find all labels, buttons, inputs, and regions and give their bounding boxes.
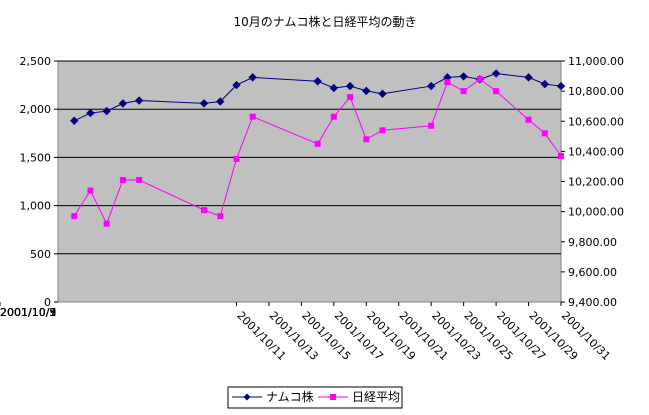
right-axis-ticks: 9,400.00 9,600.00 9,800.00 10,000.00 10,200.… bbox=[561, 55, 624, 309]
left-tick-label: 1,500 bbox=[20, 151, 52, 164]
data-point bbox=[102, 106, 111, 116]
data-point bbox=[103, 220, 110, 227]
data-point bbox=[556, 81, 566, 91]
data-point bbox=[524, 73, 533, 82]
legend: ナムコ株 日経平均 bbox=[227, 386, 403, 409]
series-layer bbox=[70, 69, 566, 227]
data-point bbox=[248, 73, 257, 82]
right-tick-label: 9,400.00 bbox=[568, 296, 617, 309]
plot-area bbox=[57, 60, 562, 303]
left-tick-label: 0 bbox=[44, 296, 51, 309]
data-point bbox=[491, 69, 501, 78]
data-point bbox=[134, 96, 144, 105]
legend-label: 日経平均 bbox=[352, 390, 400, 404]
x-tick-label: 2001/10/5 bbox=[0, 306, 56, 319]
data-point bbox=[363, 136, 370, 143]
data-point bbox=[362, 86, 371, 96]
data-point bbox=[444, 79, 451, 86]
data-point bbox=[217, 213, 224, 220]
series-line bbox=[74, 73, 562, 122]
data-point bbox=[71, 213, 78, 220]
right-tick-label: 10,000.00 bbox=[568, 206, 624, 219]
data-point bbox=[428, 122, 435, 129]
x-axis-ticks: 2001/10/12001/10/32001/10/52001/10/72001… bbox=[0, 302, 613, 363]
right-tick-label: 9,800.00 bbox=[568, 236, 617, 249]
left-tick-label: 1,000 bbox=[20, 200, 52, 213]
series-line bbox=[73, 78, 562, 225]
data-point bbox=[540, 79, 549, 89]
x-tick-label: 2001/10/9 bbox=[0, 306, 56, 319]
data-point bbox=[87, 187, 94, 194]
gridlines bbox=[58, 60, 561, 255]
data-point bbox=[476, 76, 483, 83]
right-tick-label: 9,600.00 bbox=[568, 266, 617, 279]
data-point bbox=[378, 89, 387, 98]
data-point bbox=[379, 127, 386, 134]
series-nikkei bbox=[71, 76, 564, 227]
right-tick-label: 11,000.00 bbox=[568, 55, 624, 68]
x-tick-label: 2001/10/7 bbox=[0, 306, 56, 319]
data-point bbox=[201, 207, 208, 214]
legend-box bbox=[227, 386, 403, 409]
data-point bbox=[347, 94, 354, 101]
data-point bbox=[330, 113, 337, 120]
data-point bbox=[233, 155, 240, 162]
data-point bbox=[493, 88, 500, 95]
data-point bbox=[119, 176, 126, 183]
data-point bbox=[118, 99, 128, 108]
x-tick-label: 2001/10/3 bbox=[0, 306, 56, 319]
data-point bbox=[558, 152, 564, 159]
data-point bbox=[232, 80, 241, 90]
legend-label: ナムコ株 bbox=[266, 389, 314, 404]
data-point bbox=[216, 97, 225, 106]
left-tick-label: 2,000 bbox=[20, 103, 52, 116]
data-point bbox=[86, 108, 95, 118]
data-point bbox=[541, 130, 548, 137]
left-tick-label: 2,500 bbox=[20, 55, 52, 68]
data-point bbox=[345, 81, 355, 91]
data-point bbox=[426, 81, 436, 91]
x-tick-label: 2001/10/1 bbox=[0, 306, 56, 319]
chart-title: 10月のナムコ株と日経平均の動き bbox=[234, 14, 417, 29]
data-point bbox=[249, 113, 256, 120]
data-point bbox=[70, 116, 79, 125]
right-tick-label: 10,600.00 bbox=[568, 115, 624, 128]
right-tick-label: 10,800.00 bbox=[568, 85, 624, 98]
legend-marker bbox=[243, 393, 251, 401]
legend-marker bbox=[330, 394, 336, 400]
data-point bbox=[199, 99, 209, 108]
right-tick-label: 10,200.00 bbox=[568, 176, 624, 189]
data-point bbox=[459, 72, 468, 81]
data-point bbox=[460, 88, 467, 95]
data-point bbox=[525, 116, 532, 123]
left-axis-ticks: 0 500 1,000 1,500 2,000 2,500 bbox=[20, 55, 58, 309]
data-point bbox=[314, 140, 321, 147]
data-point bbox=[329, 83, 339, 93]
right-tick-label: 10,400.00 bbox=[568, 145, 624, 158]
data-point bbox=[313, 77, 322, 86]
left-tick-label: 500 bbox=[30, 248, 51, 261]
data-point bbox=[136, 176, 143, 183]
